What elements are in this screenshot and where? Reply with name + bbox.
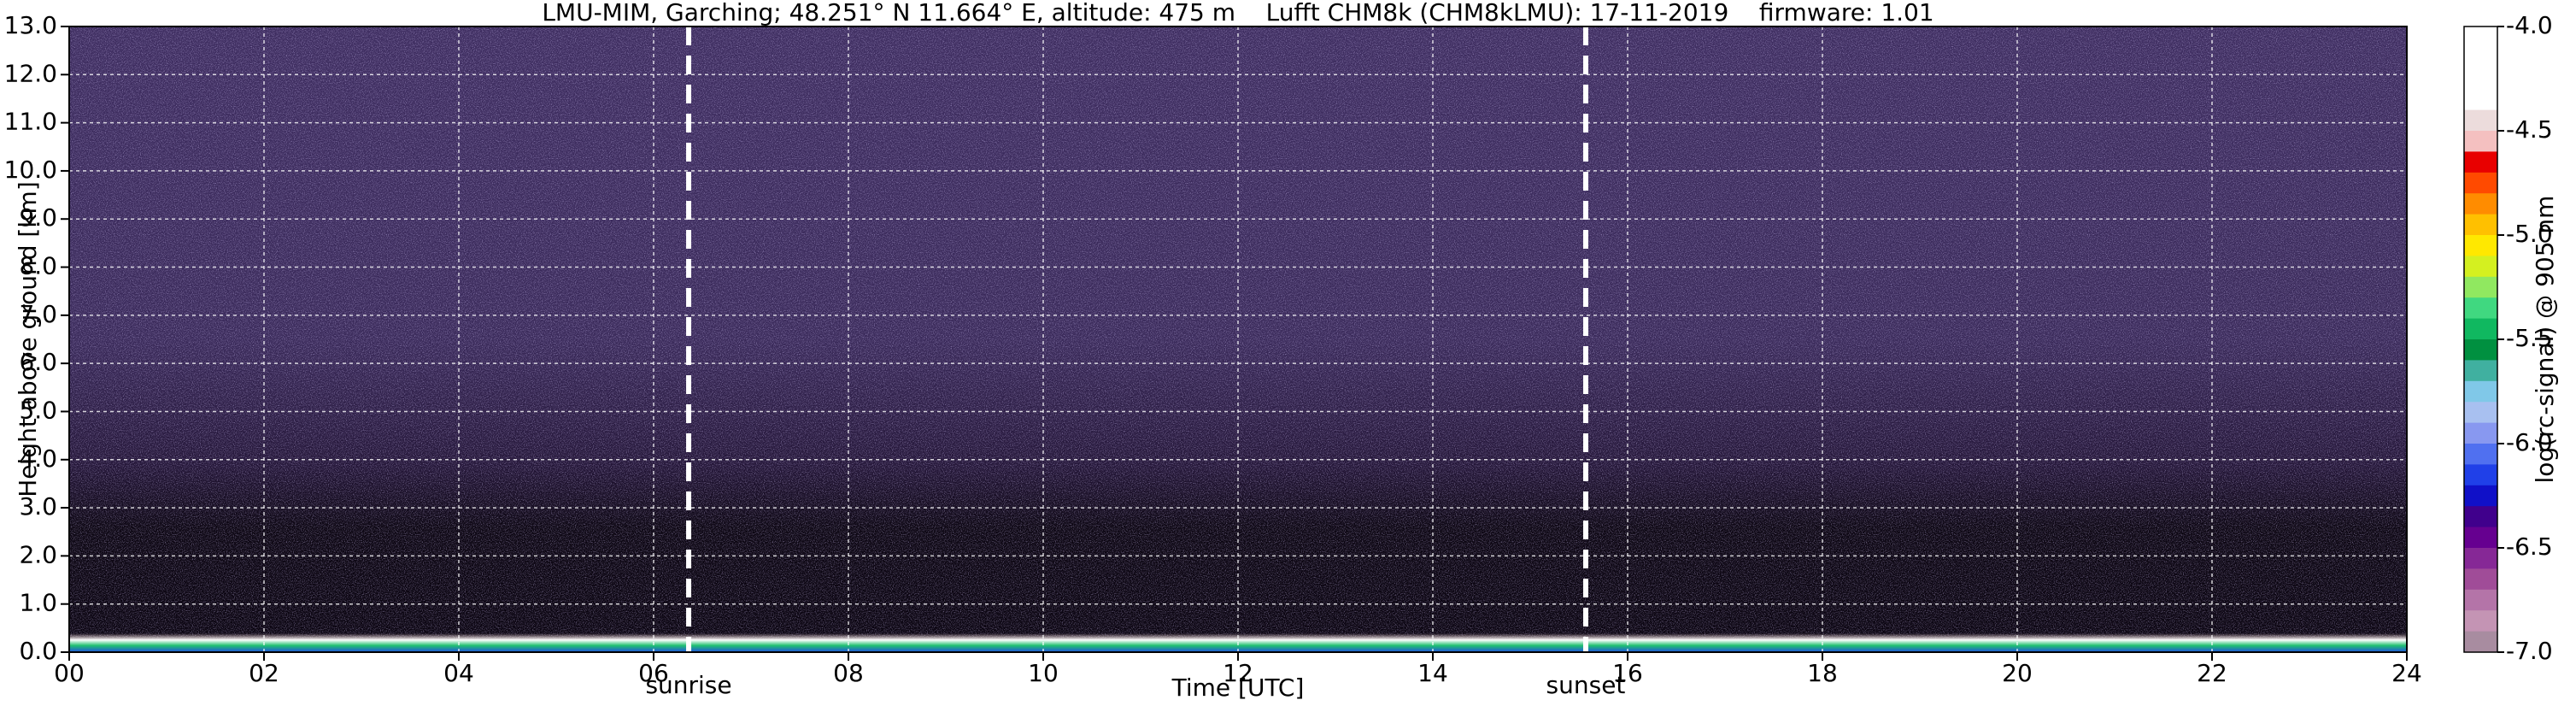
colorbar-tick-label: -6.5 (2506, 532, 2553, 561)
x-tick-label: 00 (54, 659, 85, 687)
colorbar-swatch (2464, 47, 2497, 69)
x-tick-label: 16 (1612, 659, 1643, 687)
colorbar-swatch (2464, 193, 2497, 215)
y-tick-label: 6.0 (19, 348, 57, 376)
colorbar-swatch (2464, 235, 2497, 256)
colorbar-swatch (2464, 89, 2497, 111)
x-tick-label: 24 (2391, 659, 2422, 687)
x-tick-label: 22 (2197, 659, 2227, 687)
y-tick-label: 9.0 (19, 203, 57, 232)
colorbar-swatch (2464, 151, 2497, 174)
colorbar-swatch (2464, 506, 2497, 528)
heatmap-noise (69, 26, 2407, 652)
colorbar-swatch (2464, 589, 2497, 611)
colorbar-swatch (2464, 527, 2497, 549)
x-tick-label: 20 (2002, 659, 2033, 687)
chart-title: LMU-MIM, Garching; 48.251° N 11.664° E, … (542, 0, 1933, 26)
y-tick-label: 0.0 (19, 637, 57, 665)
y-axis-label: Height above ground [km] (14, 181, 42, 497)
colorbar-tick-label: -5.0 (2506, 220, 2553, 248)
plot-frame (68, 26, 2408, 653)
y-tick-label: 7.0 (19, 300, 57, 328)
colorbar-swatch (2464, 444, 2497, 465)
y-tick-label: 2.0 (19, 540, 57, 568)
x-tick-label: 08 (833, 659, 864, 687)
colorbar-tick-label: -4.0 (2506, 11, 2553, 39)
colorbar-swatch (2464, 68, 2497, 90)
colorbar-swatch (2464, 422, 2497, 444)
colorbar-tick-label: -4.5 (2506, 115, 2553, 144)
y-tick-label: 12.0 (4, 59, 57, 87)
colorbar-tick-label: -7.0 (2506, 637, 2553, 665)
y-tick-label: 10.0 (4, 156, 57, 184)
colorbar-swatch (2464, 297, 2497, 320)
colorbar-swatch (2464, 131, 2497, 152)
colorbar-tick-label: -6.0 (2506, 428, 2553, 456)
colorbar-swatch (2464, 276, 2497, 298)
x-tick-label: 06 (638, 659, 669, 687)
colorbar-swatch (2464, 610, 2497, 632)
annotation-label: sunrise (645, 671, 731, 699)
colorbar-swatch (2464, 256, 2497, 278)
x-tick-label: 14 (1417, 659, 1448, 687)
x-tick-label: 12 (1223, 659, 1253, 687)
y-tick-label: 13.0 (4, 11, 57, 39)
y-tick-label: 3.0 (19, 492, 57, 521)
x-tick-label: 18 (1807, 659, 1838, 687)
colorbar-tick-label: -5.5 (2506, 324, 2553, 352)
y-tick-label: 5.0 (19, 396, 57, 424)
x-tick-label: 02 (249, 659, 279, 687)
colorbar-label: log(rc-signal) @ 905 nm (2531, 196, 2559, 484)
colorbar-swatch (2464, 26, 2497, 48)
x-axis-label: Time [UTC] (1171, 674, 1305, 702)
colorbar-swatch (2464, 548, 2497, 569)
y-tick-label: 1.0 (19, 589, 57, 617)
colorbar-swatch (2464, 172, 2497, 194)
y-tick-label: 8.0 (19, 252, 57, 280)
annotation-label: sunset (1546, 671, 1626, 699)
y-tick-label: 4.0 (19, 444, 57, 473)
colorbar-swatch (2464, 568, 2497, 591)
colorbar-swatch (2464, 214, 2497, 236)
colorbar-swatch (2464, 380, 2497, 403)
colorbar-swatch (2464, 464, 2497, 486)
x-tick-label: 10 (1028, 659, 1059, 687)
colorbar-swatch (2464, 360, 2497, 382)
colorbar-swatch (2464, 109, 2497, 132)
colorbar-swatch (2464, 339, 2497, 361)
y-tick-label: 11.0 (4, 108, 57, 136)
colorbar-swatch (2464, 485, 2497, 507)
colorbar-swatch (2464, 318, 2497, 340)
colorbar-swatch (2464, 631, 2497, 653)
x-tick-label: 04 (443, 659, 474, 687)
colorbar-swatch (2464, 402, 2497, 424)
